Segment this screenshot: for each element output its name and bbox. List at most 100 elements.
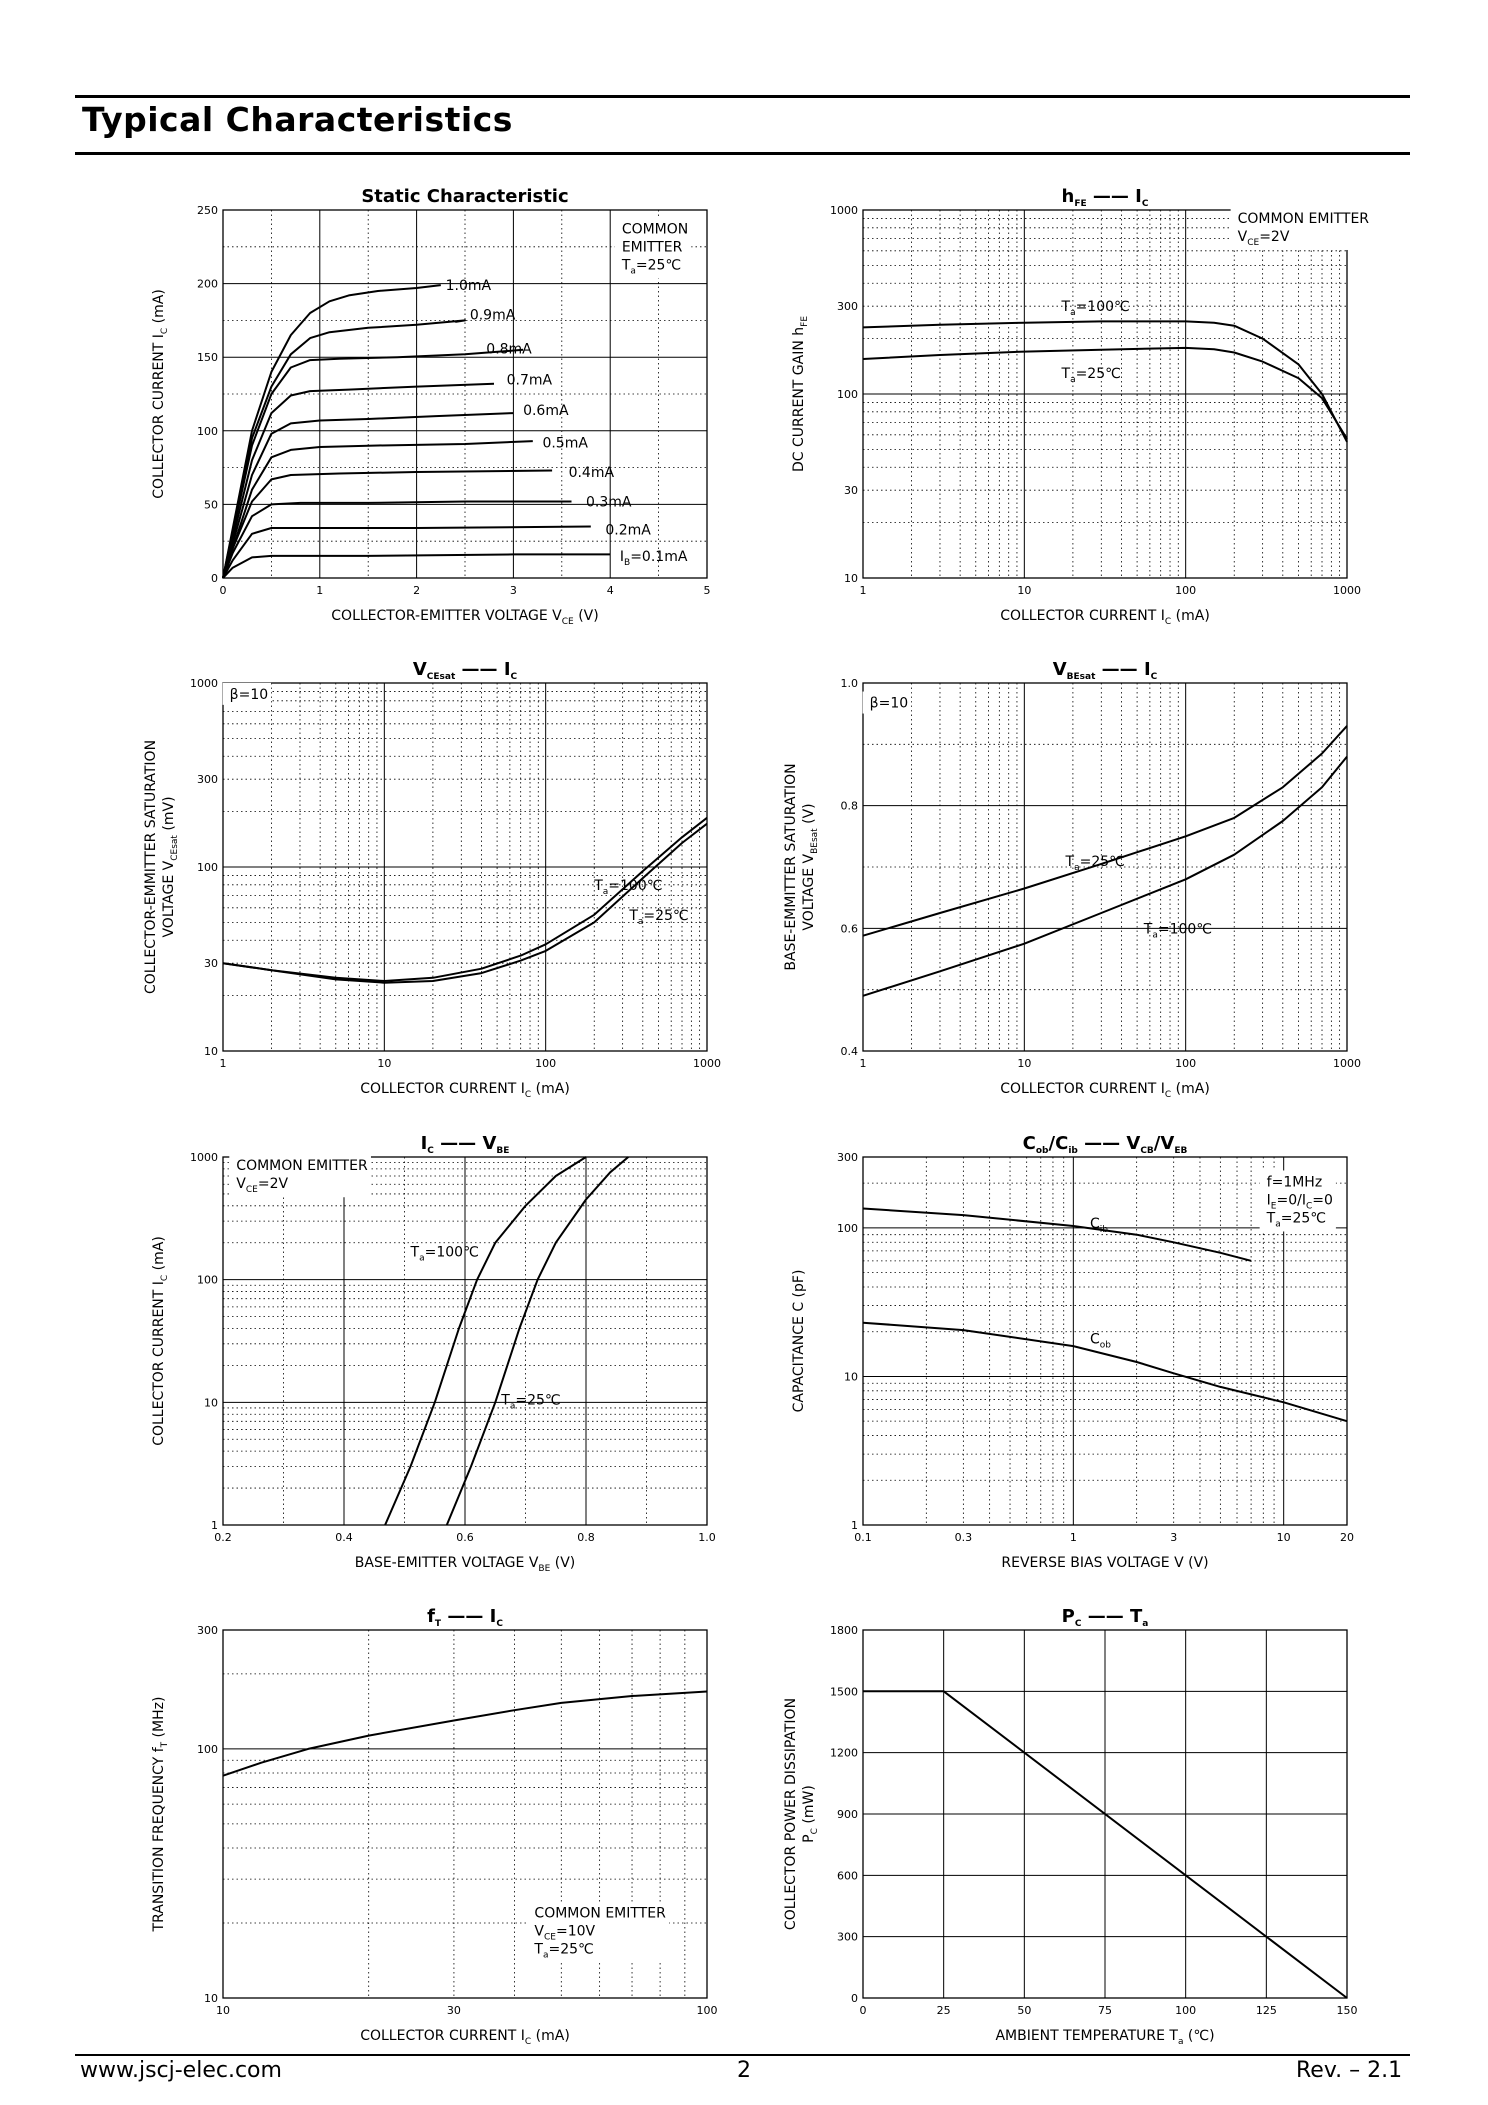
y-tick-label: 100 bbox=[837, 388, 858, 401]
x-tick-label: 100 bbox=[1175, 2004, 1196, 2017]
x-tick-label: 0.4 bbox=[335, 1531, 353, 1544]
svg-text:COMMON EMITTER: COMMON EMITTER bbox=[236, 1158, 368, 1174]
series-label: IB=0.1mA bbox=[620, 549, 688, 568]
y-tick-label: 200 bbox=[197, 278, 218, 291]
x-tick-label: 1 bbox=[860, 1057, 867, 1070]
x-axis-label: COLLECTOR CURRENT IC (mA) bbox=[1000, 1081, 1210, 1100]
footer-page-number: 2 bbox=[737, 2058, 751, 2083]
series-label: 0.6mA bbox=[523, 403, 569, 419]
x-tick-label: 50 bbox=[1017, 2004, 1031, 2017]
x-tick-label: 0 bbox=[220, 584, 227, 597]
x-tick-label: 100 bbox=[1175, 1057, 1196, 1070]
x-tick-label: 1000 bbox=[693, 1057, 721, 1070]
y-tick-label: 100 bbox=[197, 1743, 218, 1756]
series-label: 0.3mA bbox=[586, 494, 632, 510]
y-axis-label: COLLECTOR CURRENT IC (mA) bbox=[151, 1236, 170, 1446]
x-tick-label: 25 bbox=[937, 2004, 951, 2017]
footer-rule bbox=[75, 2054, 1410, 2056]
y-axis-label: COLLECTOR-EMMITTER SATURATION bbox=[143, 740, 159, 994]
series-line bbox=[222, 412, 514, 579]
y-tick-label: 100 bbox=[197, 861, 218, 874]
chart-annotation: COMMON EMITTER VCE=2V bbox=[229, 1154, 371, 1198]
x-axis-label: COLLECTOR CURRENT IC (mA) bbox=[1000, 608, 1210, 627]
chart-title: VBEsat —— IC bbox=[1053, 659, 1158, 682]
y-tick-label: 50 bbox=[204, 498, 218, 511]
svg-text:IE=0/IC=0: IE=0/IC=0 bbox=[1267, 1192, 1333, 1211]
series-label: Cib bbox=[1090, 1216, 1108, 1235]
plot-frame bbox=[862, 1629, 1348, 1999]
top-rule bbox=[75, 95, 1410, 98]
y-tick-label: 0.8 bbox=[841, 800, 859, 813]
y-tick-label: 10 bbox=[204, 1992, 218, 2005]
y-tick-label: 1800 bbox=[830, 1624, 858, 1637]
x-tick-label: 75 bbox=[1098, 2004, 1112, 2017]
series-label: Ta=100℃ bbox=[593, 878, 662, 897]
minor-grid bbox=[223, 1157, 707, 1525]
chart-annotation: β=10 bbox=[862, 691, 912, 714]
chart-title: fT —— IC bbox=[427, 1606, 503, 1629]
y-tick-label: 150 bbox=[197, 351, 218, 364]
x-axis-label: BASE-EMITTER VOLTAGE VBE (V) bbox=[355, 1555, 575, 1574]
footer-website[interactable]: www.jscj-elec.com bbox=[80, 2058, 282, 2083]
x-axis-label: COLLECTOR-EMITTER VOLTAGE VCE (V) bbox=[331, 608, 598, 627]
series-line bbox=[862, 320, 1348, 443]
y-tick-label: 1200 bbox=[830, 1747, 858, 1760]
series-label: 0.5mA bbox=[542, 436, 588, 452]
series-line bbox=[862, 1321, 1348, 1423]
x-tick-label: 10 bbox=[216, 2004, 230, 2017]
minor-grid bbox=[223, 683, 707, 1051]
x-tick-label: 1000 bbox=[1333, 1057, 1361, 1070]
plot-frame bbox=[862, 1156, 1348, 1526]
x-axis-label: COLLECTOR CURRENT IC (mA) bbox=[360, 2028, 570, 2047]
x-tick-label: 1 bbox=[316, 584, 323, 597]
y-tick-label: 1 bbox=[851, 1519, 858, 1532]
svg-text:f=1MHz: f=1MHz bbox=[1267, 1174, 1323, 1190]
x-tick-label: 0.3 bbox=[955, 1531, 973, 1544]
series-label: Ta=25℃ bbox=[1065, 854, 1125, 873]
footer-revision: Rev. – 2.1 bbox=[1296, 2058, 1403, 2083]
series-label: Ta=25℃ bbox=[1061, 366, 1121, 385]
x-axis-label: REVERSE BIAS VOLTAGE V (V) bbox=[1001, 1555, 1208, 1571]
y-tick-label: 300 bbox=[837, 1151, 858, 1164]
series-label: 1.0mA bbox=[446, 278, 492, 294]
y-tick-label: 300 bbox=[197, 1624, 218, 1637]
y-axis-label: COLLECTOR POWER DISSIPATION bbox=[783, 1698, 799, 1930]
x-tick-label: 20 bbox=[1340, 1531, 1354, 1544]
series-label: Ta=25℃ bbox=[628, 908, 688, 927]
plot-frame bbox=[862, 209, 1348, 579]
x-tick-label: 10 bbox=[1277, 1531, 1291, 1544]
x-tick-label: 100 bbox=[535, 1057, 556, 1070]
x-tick-label: 5 bbox=[704, 584, 711, 597]
series-line bbox=[384, 1156, 587, 1526]
series-label: 0.8mA bbox=[486, 341, 532, 357]
series-label: 0.9mA bbox=[470, 308, 516, 324]
series-line bbox=[862, 755, 1348, 997]
svg-text:VCE=10V: VCE=10V bbox=[534, 1924, 595, 1943]
x-tick-label: 30 bbox=[447, 2004, 461, 2017]
series-line bbox=[222, 1690, 708, 1777]
svg-text:VCE=2V: VCE=2V bbox=[236, 1176, 288, 1195]
svg-text:Ta=25℃: Ta=25℃ bbox=[621, 258, 681, 277]
chart-ft-vs-ic: 10 30 100 10 100 300 fT —— IC COLLECTOR CURRENT… bbox=[151, 1606, 718, 2047]
y-tick-label: 300 bbox=[837, 1931, 858, 1944]
x-tick-label: 1 bbox=[860, 584, 867, 597]
svg-text:COMMON EMITTER: COMMON EMITTER bbox=[1238, 211, 1370, 227]
chart-ic-vs-vbe: 0.2 0.4 0.6 0.8 1.0 1 10 100 1000 IC —— VBE BASE-E… bbox=[151, 1133, 716, 1574]
chart-title: Static Characteristic bbox=[361, 186, 568, 207]
y-tick-label: 0.6 bbox=[841, 922, 859, 935]
minor-grid bbox=[863, 210, 1347, 578]
series-label: Ta=100℃ bbox=[1143, 921, 1212, 940]
y-axis-label: DC CURRENT GAIN hFE bbox=[791, 316, 810, 472]
chart-capacitance-vs-voltage: 0.1 0.3 1 3 10 20 1 10 100 300 Cob/Cib —— VCB/VEB R… bbox=[791, 1133, 1354, 1571]
y-axis-label-line2: VOLTAGE VBEsat (V) bbox=[801, 803, 820, 930]
y-axis-label: CAPACITANCE C (pF) bbox=[791, 1270, 807, 1413]
y-axis-label: COLLECTOR CURRENT IC (mA) bbox=[151, 289, 170, 499]
x-tick-label: 100 bbox=[697, 2004, 718, 2017]
svg-text:Ta=25℃: Ta=25℃ bbox=[533, 1942, 593, 1961]
series-line bbox=[222, 440, 533, 579]
y-tick-label: 600 bbox=[837, 1869, 858, 1882]
svg-text:β=10: β=10 bbox=[870, 696, 908, 712]
series-line bbox=[222, 525, 591, 579]
x-tick-label: 0.6 bbox=[456, 1531, 474, 1544]
